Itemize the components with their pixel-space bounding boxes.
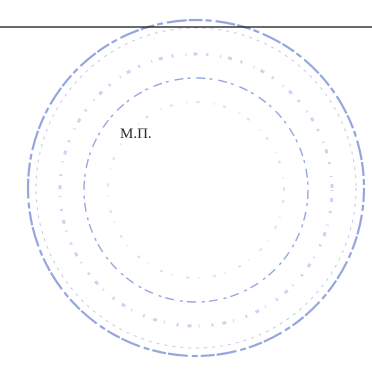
stamp-text-band — [58, 52, 334, 328]
stamp-outer-ring — [26, 18, 366, 358]
stamp-outer-inner-ring — [35, 27, 357, 349]
stamp-label: М.П. — [120, 126, 152, 142]
stamp-inner-text-band — [107, 101, 285, 279]
stamp — [26, 18, 366, 358]
stamp-inner-ring — [83, 77, 309, 303]
